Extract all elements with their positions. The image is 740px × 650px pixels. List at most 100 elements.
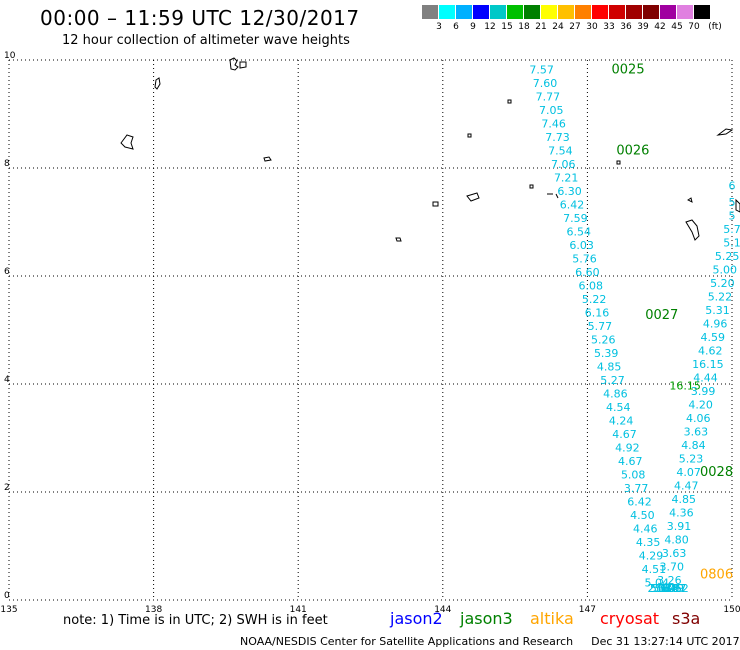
swh-value: 2.07 (647, 582, 672, 595)
swh-value: 5.22 (582, 293, 607, 306)
pass-label: 0806 (700, 567, 733, 582)
swh-value: 5.96 (657, 582, 682, 595)
legend-label: 70 (688, 22, 700, 32)
legend-swatch (558, 5, 575, 19)
swh-value: 6.54 (566, 226, 591, 239)
legend-swatch (677, 5, 694, 19)
island-outline (263, 156, 272, 162)
swh-value: 5.27 (600, 374, 625, 387)
legend-swatch (626, 5, 643, 19)
legend-swatch (660, 5, 677, 19)
swh-value: 6.03 (569, 239, 594, 252)
swh-value: 5.25 (715, 250, 740, 263)
y-tick-label: 6 (4, 267, 10, 277)
legend-label: 33 (603, 22, 615, 32)
legend-label: 45 (671, 22, 683, 32)
swh-value: 5.23 (679, 452, 704, 465)
legend-swatch (524, 5, 541, 19)
island-outline (466, 192, 480, 202)
legend-swatch (490, 5, 507, 19)
x-tick-label: 141 (290, 605, 307, 615)
x-tick-label: 150 (723, 605, 740, 615)
swh-value: 6.60 (575, 266, 600, 279)
swh-value: 7.21 (554, 172, 579, 185)
legend-swatch (643, 5, 660, 19)
swh-value: 4.80 (664, 533, 689, 546)
swh-value: 4.29 (639, 550, 664, 563)
y-tick-label: 8 (4, 159, 10, 169)
island-outline (120, 134, 134, 150)
island-outline (432, 201, 439, 207)
island-outline (395, 237, 402, 242)
x-tick-label: 135 (0, 605, 17, 615)
swh-value: 4.51 (642, 563, 667, 576)
swh-value: 6.30 (557, 185, 582, 198)
swh-value: 7.57 (529, 64, 554, 77)
legend-swatch (439, 5, 456, 19)
swh-value: 7.73 (545, 131, 570, 144)
swh-value: 4.24 (609, 415, 634, 428)
swh-value: 7.59 (563, 212, 588, 225)
coastlines (120, 57, 740, 242)
swh-value: 6 (729, 180, 736, 193)
swh-value: 3.99 (691, 385, 716, 398)
swh-value: 4.62 (698, 344, 723, 357)
y-tick-label: 0 (4, 591, 10, 601)
swh-value: 4.67 (618, 455, 643, 468)
legend-label: 30 (586, 22, 598, 32)
island-outline (529, 184, 534, 189)
legend-label: 21 (535, 22, 547, 32)
island-outline (616, 160, 621, 165)
swh-value: 5.26 (591, 334, 616, 347)
satellite-label-altika: altika (530, 609, 574, 628)
swh-value: 4.50 (630, 509, 655, 522)
swh-highlight-value: 16.15 (669, 379, 701, 392)
swh-value: 5.04 (645, 577, 670, 590)
wave-height-color-scale (422, 5, 711, 19)
map-grid (8, 59, 733, 601)
swh-value: 5.20 (710, 277, 735, 290)
legend-swatch (609, 5, 626, 19)
swh-value: 4.84 (681, 439, 706, 452)
swh-value: 5.39 (594, 347, 619, 360)
satellite-label-jason3: jason3 (460, 609, 513, 628)
legend-swatch (694, 5, 711, 19)
swh-value: 5.22 (708, 290, 733, 303)
legend-swatch (575, 5, 592, 19)
swh-value: 5.1 (723, 236, 740, 249)
island-outline (467, 133, 472, 138)
y-tick-label: 10 (4, 51, 16, 61)
swh-value: 3.63 (662, 547, 687, 560)
swh-value: 4.44 (693, 371, 718, 384)
swh-value: 7.54 (548, 145, 573, 158)
swh-value: 6.16 (585, 307, 610, 320)
swh-value: 4.06 (686, 412, 711, 425)
legend-label: 18 (518, 22, 530, 32)
swh-value: 5.77 (588, 320, 613, 333)
legend-label: 27 (569, 22, 581, 32)
y-tick-label: 4 (4, 375, 10, 385)
pass-label: 0025 (612, 63, 645, 78)
swh-tracks: 7.577.607.777.057.467.737.547.067.216.30… (529, 64, 740, 596)
swh-value: 4.92 (615, 442, 640, 455)
swh-value: 5.76 (572, 253, 597, 266)
swh-value: 6.42 (627, 496, 652, 509)
island-outline (507, 99, 512, 104)
swh-value: 3.91 (667, 520, 692, 533)
island-outline (685, 219, 700, 241)
x-tick-label: 144 (434, 605, 451, 615)
legend-label: 36 (620, 22, 632, 32)
pass-label: 0026 (616, 144, 649, 159)
swh-value: 4.96 (703, 317, 728, 330)
swh-value: 4.46 (633, 523, 658, 536)
legend-label: 12 (484, 22, 496, 32)
island-outline (229, 57, 239, 71)
pass-label: 0027 (645, 308, 678, 323)
swh-value: 5 (729, 196, 736, 209)
legend-label: 24 (552, 22, 564, 32)
swh-value: 4.20 (688, 398, 713, 411)
island-outline (716, 128, 734, 136)
swh-value: 5.00 (713, 263, 738, 276)
swh-value: 4.67 (612, 428, 637, 441)
